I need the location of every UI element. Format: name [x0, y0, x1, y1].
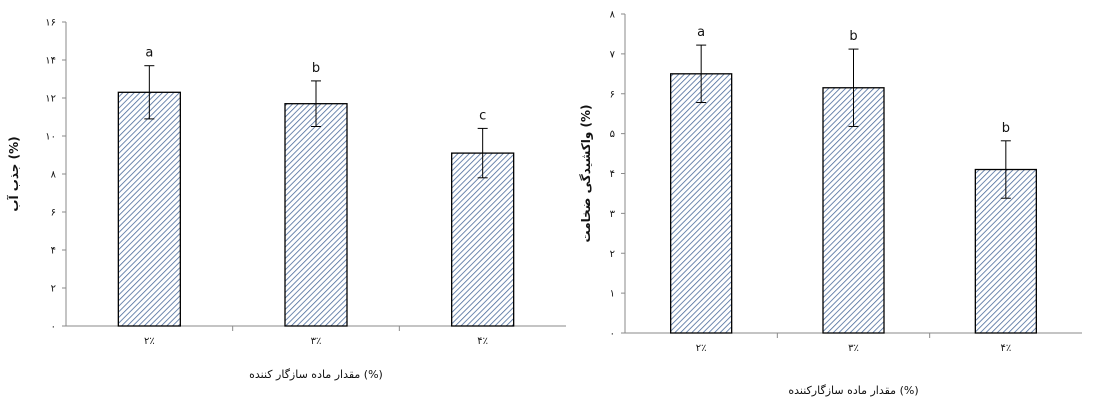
y-tick-label: ۶	[610, 89, 615, 100]
y-tick-label: ۱۶	[45, 18, 56, 29]
y-tick-label: ۵	[610, 129, 615, 140]
significance-letter: b	[849, 29, 857, 44]
x-tick-label: ۴٪	[477, 336, 488, 347]
significance-letter: b	[312, 61, 320, 76]
bar	[451, 152, 515, 327]
y-tick-label: ۰	[610, 329, 615, 340]
y-tick-label: ۱۲	[45, 94, 56, 105]
y-tick-label: ۸	[51, 170, 57, 181]
bar	[670, 73, 733, 334]
bar	[117, 91, 181, 327]
y-axis-title: جذب آب (%)	[6, 136, 21, 211]
y-tick-label: ۶	[51, 208, 56, 219]
y-tick-label: ۸	[610, 10, 616, 21]
y-tick-label: ۱۰	[45, 132, 56, 143]
y-tick-label: ۲	[610, 249, 615, 260]
y-tick-label: ۴	[610, 169, 615, 180]
x-axis-title: مقدار ماده سازگار کننده (%)	[249, 368, 383, 381]
bar	[822, 87, 885, 334]
y-tick-label: ۱	[610, 289, 615, 300]
y-tick-label: ۲	[51, 284, 56, 295]
y-tick-label: ۳	[610, 209, 616, 220]
y-tick-label: ۷	[610, 49, 616, 60]
significance-letter: c	[479, 108, 486, 123]
significance-letter: a	[697, 25, 705, 40]
x-tick-label: ۲٪	[144, 336, 155, 347]
y-tick-label: ۱۴	[45, 56, 56, 67]
bar	[284, 103, 348, 327]
significance-letter: a	[145, 46, 153, 61]
x-axis-title: مقدار ماده سازگارکننده (%)	[788, 384, 918, 397]
significance-letter: b	[1002, 121, 1010, 136]
x-tick-label: ۴٪	[1000, 343, 1011, 354]
y-tick-label: ۴	[51, 246, 56, 257]
y-axis-title: واکشیدگی ضخامت (%)	[579, 105, 594, 243]
y-tick-label: ۰	[51, 322, 56, 333]
x-tick-label: ۲٪	[696, 343, 707, 354]
x-tick-label: ۳٪	[311, 336, 322, 347]
thickness-swelling-chart: ۰ ۱ ۲ ۳ ۴ ۵ ۶ ۷ ۸ a ۲٪ b ۳٪ b ۴٪ مقدار ماده سازگارکننده…	[579, 10, 1082, 397]
x-tick-label: ۳٪	[848, 343, 859, 354]
water-absorption-chart: ۰ ۲ ۴ ۶ ۸ ۱۰ ۱۲ ۱۴ ۱۶ a ۲٪ b ۳٪ c ۴٪ مقدار ماده سازگار …	[6, 18, 566, 381]
